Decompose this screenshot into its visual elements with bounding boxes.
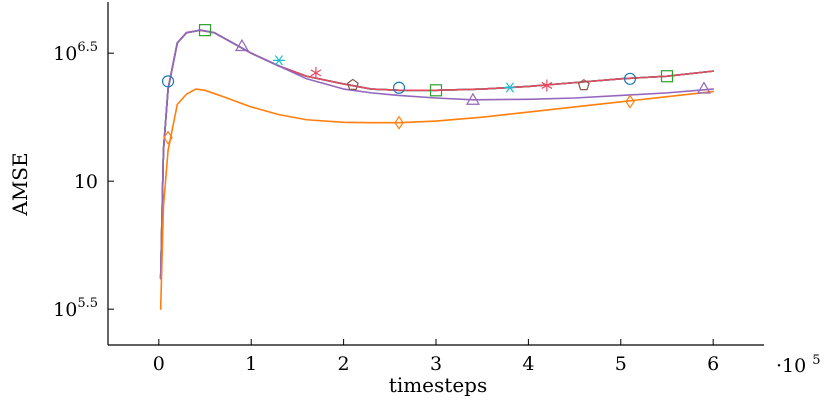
diamond-marker [394,115,404,130]
triangle-marker [465,92,480,105]
plot-area [159,24,714,310]
x-scale-note-base: ·10 [776,355,806,377]
star-marker [503,82,516,93]
square-marker [198,24,212,37]
y-axis-label: AMSE [8,152,32,216]
y-tick-label: 106.5 [53,40,98,65]
series-line [159,29,714,280]
x-tick-label: 1 [245,353,257,375]
series-group [159,29,714,280]
triangle-marker [234,38,250,52]
diamond-marker [163,130,173,145]
series-line [159,29,714,280]
x-axis-label: timesteps [389,373,487,397]
pentagon-marker [577,78,590,91]
series-markers [346,78,590,91]
square-marker [660,70,674,83]
axes: 0 1 2 3 4 5 6 105.5 10 106.5 [53,2,764,375]
series-markers [272,55,516,93]
x-tick-label: 5 [615,353,627,375]
series-markers [198,24,674,97]
series-group [159,29,714,280]
series-markers [161,72,637,94]
series-markers [234,38,711,105]
circle-marker [161,75,175,88]
series-line [159,29,714,280]
series-line [159,29,714,280]
series-group [159,88,714,310]
x-tick-label: 4 [522,353,534,375]
square-marker [429,84,443,97]
circle-marker [392,81,406,94]
circle-marker [623,72,637,85]
x-axis-scale-note: ·10 5 [776,353,821,377]
series-markers [163,94,635,145]
pentagon-marker [346,78,359,90]
x-tick-label: 6 [707,353,719,375]
x-scale-note-exponent: 5 [812,353,820,368]
diamond-marker [625,94,635,109]
series-line [159,29,714,280]
star-marker [272,55,285,66]
triangle-marker [696,81,711,94]
asterisk-marker [310,66,322,79]
series-line [159,29,714,280]
series-group [159,29,714,280]
x-tick-label: 2 [338,353,350,375]
asterisk-marker [541,79,553,92]
y-tick-label: 105.5 [53,296,98,321]
x-tick-label: 3 [430,353,442,375]
series-group [159,29,714,280]
series-markers [310,66,553,92]
y-tick-label: 10 [74,171,98,193]
series-line [159,88,714,310]
x-tick-label: 0 [153,353,165,375]
series-group [159,29,714,280]
series-group [159,29,714,280]
